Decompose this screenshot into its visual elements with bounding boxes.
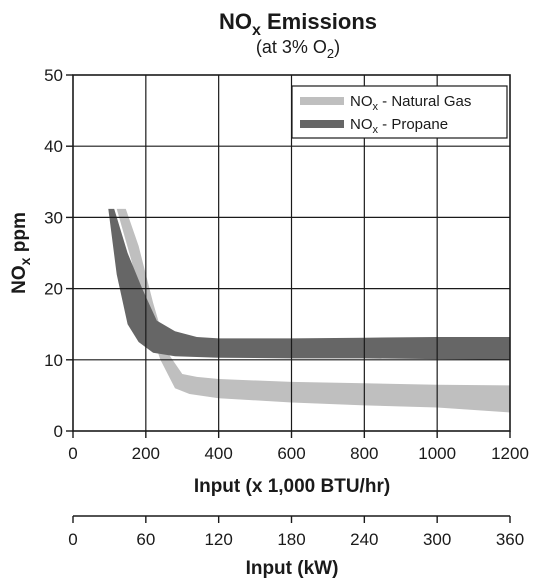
x2-tick-label: 240 xyxy=(350,530,378,549)
x-tick-label: 1000 xyxy=(418,444,456,463)
x2-tick-label: 60 xyxy=(136,530,155,549)
x2-tick-label: 360 xyxy=(496,530,524,549)
x-tick-label: 200 xyxy=(132,444,160,463)
y-tick-label: 20 xyxy=(44,280,63,299)
x-axis-label: Input (x 1,000 BTU/hr) xyxy=(194,476,390,497)
x2-tick-label: 0 xyxy=(68,530,77,549)
x2-tick-label: 120 xyxy=(204,530,232,549)
x-tick-label: 0 xyxy=(68,444,77,463)
y-tick-label: 10 xyxy=(44,351,63,370)
legend-label-propane: NOx - Propane xyxy=(350,116,448,136)
y-tick-label: 30 xyxy=(44,208,63,227)
y-tick-label: 40 xyxy=(44,137,63,156)
y-axis-label: NOx ppm xyxy=(9,212,33,294)
chart-subtitle: (at 3% O2) xyxy=(256,37,340,61)
x2-tick-label: 300 xyxy=(423,530,451,549)
x-tick-label: 1200 xyxy=(491,444,529,463)
x2-tick-label: 180 xyxy=(277,530,305,549)
legend: NOx - Natural Gas NOx - Propane xyxy=(291,85,508,139)
x-tick-label: 400 xyxy=(204,444,232,463)
x-tick-label: 600 xyxy=(277,444,305,463)
legend-label-natural-gas: NOx - Natural Gas xyxy=(350,93,471,113)
x-tick-label: 800 xyxy=(350,444,378,463)
legend-box xyxy=(291,85,508,139)
y-tick-label: 0 xyxy=(54,422,63,441)
chart-title: NOx Emissions xyxy=(219,9,377,39)
x2-axis-label: Input (kW) xyxy=(246,558,339,579)
series-band-propane xyxy=(108,208,511,360)
series-band-natural-gas xyxy=(116,208,510,413)
y-tick-label: 50 xyxy=(44,66,63,85)
